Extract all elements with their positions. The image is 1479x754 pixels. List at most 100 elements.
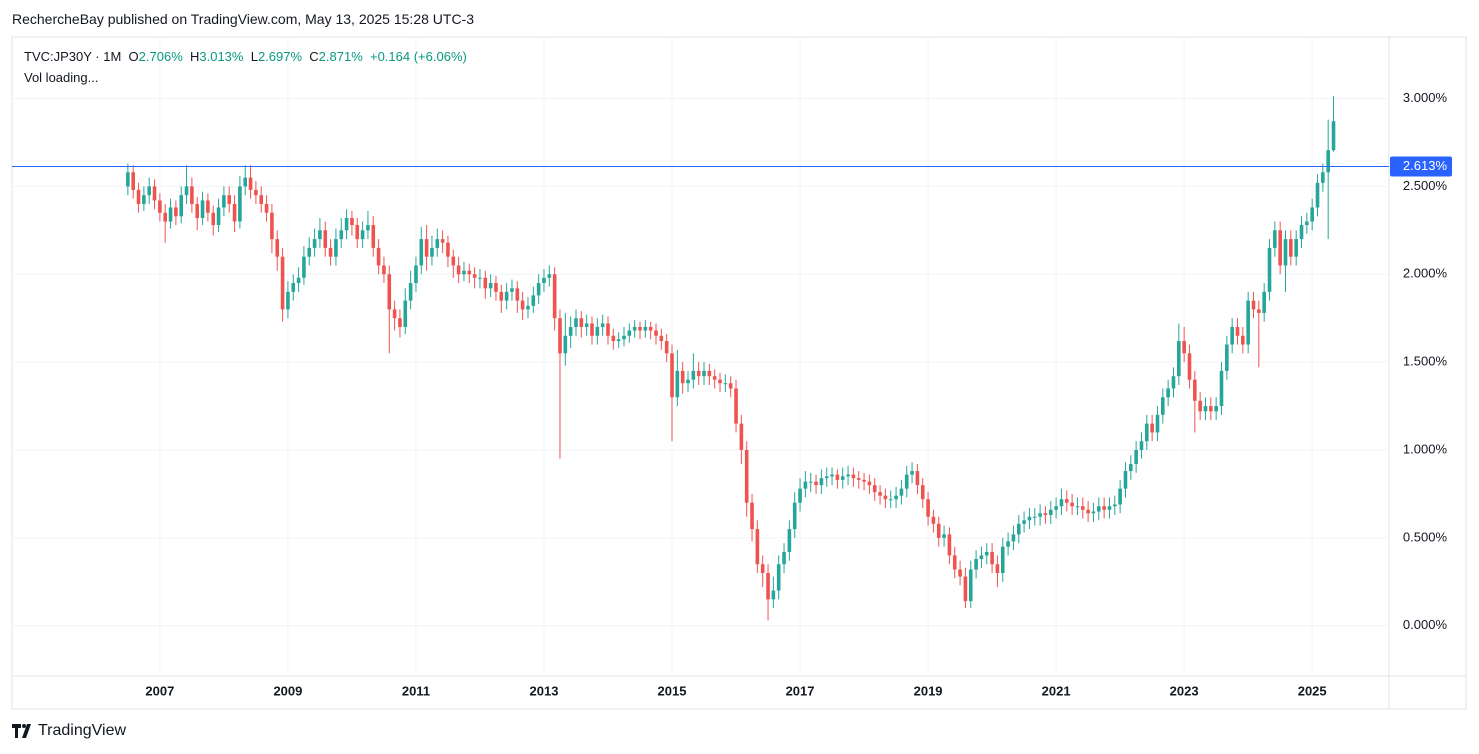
candle-body — [206, 200, 210, 213]
price-label: 2.613% — [1403, 158, 1448, 173]
candle-body — [1038, 513, 1042, 517]
candle-body — [296, 277, 301, 284]
candle-body — [691, 370, 696, 380]
candle-body — [243, 177, 248, 187]
candle-body — [584, 323, 589, 327]
candle-body — [1102, 506, 1106, 510]
candle-body — [483, 277, 488, 289]
candle-body — [286, 291, 290, 310]
candle-body — [526, 305, 530, 310]
candle-body — [1315, 182, 1320, 208]
candle-body — [547, 274, 552, 278]
candle-body — [899, 488, 904, 496]
candle-body — [862, 479, 866, 482]
candle-body — [1251, 300, 1256, 310]
candle-body — [542, 277, 546, 284]
candle-body — [1022, 520, 1026, 524]
candle-body — [798, 488, 802, 503]
candle-body — [1273, 230, 1277, 248]
candle-body — [1241, 335, 1245, 345]
candle-body — [787, 529, 792, 552]
candle-body — [728, 383, 733, 389]
candle-body — [856, 478, 861, 480]
candle-body — [574, 318, 578, 327]
candle-body — [1177, 341, 1181, 377]
candle-body — [744, 449, 749, 503]
candle-body — [136, 189, 141, 204]
candle-body — [158, 200, 162, 213]
candle-body — [1139, 441, 1144, 450]
c-value: 2.871% — [318, 49, 363, 64]
candle-body — [974, 558, 978, 570]
candle-body — [200, 200, 205, 219]
candle-body — [595, 326, 600, 336]
candle-body — [1075, 506, 1080, 508]
candle-body — [707, 370, 712, 377]
candle-body — [472, 274, 477, 278]
candle-body — [1096, 506, 1101, 512]
candle-body — [248, 177, 253, 190]
candle-body — [648, 326, 653, 331]
candle-body — [435, 239, 440, 248]
candle-body — [1112, 504, 1117, 507]
candle-body — [846, 474, 850, 477]
candle-body — [686, 379, 690, 384]
candle-body — [824, 476, 829, 479]
candle-body — [1054, 506, 1058, 510]
candle-body — [766, 573, 770, 600]
candle-body — [1171, 376, 1176, 389]
candle-body — [1006, 541, 1010, 547]
candle-body — [419, 239, 424, 266]
candle-body — [1278, 230, 1282, 266]
candle-body — [718, 379, 722, 384]
candle-body — [1267, 247, 1272, 292]
candle-body — [376, 247, 381, 266]
x-tick-label: 2011 — [402, 683, 430, 698]
candle-body — [360, 230, 365, 240]
candle-body — [659, 335, 664, 342]
candle-body — [291, 283, 296, 292]
candle-body — [334, 239, 338, 257]
y-tick-label: 0.500% — [1403, 529, 1448, 544]
candle-body — [259, 195, 264, 204]
candle-body — [1299, 225, 1304, 240]
candle-body — [627, 330, 632, 336]
candle-body — [760, 564, 765, 574]
candle-body — [227, 195, 232, 204]
candle-body — [1182, 341, 1186, 354]
candle-body — [1043, 513, 1048, 516]
candle-body — [990, 551, 994, 565]
candle-body — [840, 476, 845, 480]
candle-body — [1198, 400, 1202, 412]
candle-body — [195, 203, 200, 219]
candle-body — [1262, 291, 1266, 313]
candle-body — [488, 283, 493, 289]
y-tick-label: 3.000% — [1403, 90, 1448, 105]
candle-body — [808, 481, 813, 483]
candle-body — [696, 370, 701, 377]
candle-body — [984, 551, 989, 556]
candle-body — [947, 534, 952, 556]
candle-body — [1235, 326, 1240, 336]
candle-body — [440, 239, 445, 243]
candle-body — [1016, 523, 1021, 535]
candle-body — [1289, 239, 1293, 257]
y-tick-label: 2.000% — [1403, 266, 1448, 281]
candle-body — [771, 590, 776, 600]
candle-body — [750, 502, 754, 530]
candle-body — [904, 474, 909, 489]
candle-body — [504, 291, 509, 301]
candle-body — [1064, 499, 1069, 503]
candle-body — [536, 283, 541, 296]
brand: TradingView — [38, 722, 127, 739]
candle-body — [622, 335, 626, 340]
c-letter: C — [309, 49, 319, 64]
candle-body — [1032, 516, 1037, 518]
candle-body — [520, 300, 525, 310]
symbol: TVC:JP30Y · 1M — [24, 49, 122, 64]
x-tick-label: 2015 — [658, 683, 687, 698]
candle-body — [179, 195, 184, 217]
candle-body — [446, 242, 450, 257]
candle-body — [1246, 300, 1250, 345]
